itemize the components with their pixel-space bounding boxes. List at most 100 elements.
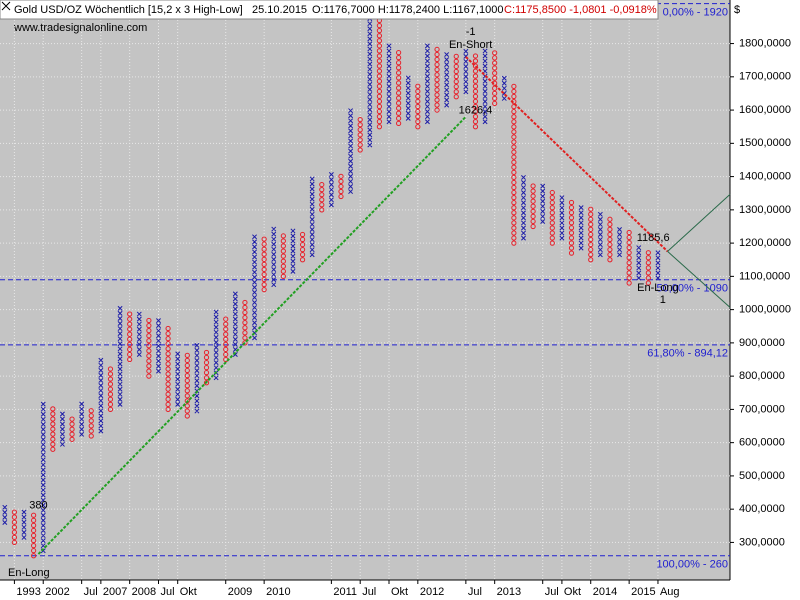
x-column [2, 504, 8, 525]
o-column [357, 117, 363, 153]
x-tick-label: 2012 [420, 586, 444, 598]
o-column [280, 233, 286, 279]
date: 25.10.2015 [252, 4, 307, 16]
o-column [453, 53, 459, 100]
o-column [338, 173, 344, 200]
y-tick-label: 600,0000 [739, 437, 785, 449]
o-column [588, 206, 594, 263]
projection-line [667, 194, 731, 252]
o-column [165, 325, 171, 413]
o-column [107, 366, 114, 412]
o-column [549, 189, 555, 246]
x-column [21, 509, 27, 540]
x-tick-label: Jul [84, 586, 98, 598]
o-column [319, 181, 325, 213]
x-column [367, 11, 373, 148]
x-column [463, 48, 469, 95]
y-tick-label: 1000,0000 [739, 304, 791, 316]
o-column [472, 53, 479, 130]
x-column [405, 75, 411, 121]
o-column [203, 349, 210, 386]
y-tick-label: 1400,0000 [739, 171, 791, 183]
o-column [146, 317, 152, 379]
x-column [617, 226, 623, 258]
x-column [482, 48, 488, 125]
x-column [540, 183, 546, 224]
y-tick-label: 1300,0000 [739, 204, 791, 216]
x-column [290, 228, 296, 274]
o-column [645, 250, 651, 286]
x-tick-label: 1993 [16, 586, 40, 598]
o-column [607, 216, 613, 263]
trend-line [37, 116, 467, 555]
y-tick-label: 500,0000 [739, 470, 785, 482]
y-tick-label: 800,0000 [739, 370, 785, 382]
annotation: En-Long [8, 567, 50, 579]
y-tick-label: 1100,0000 [739, 270, 790, 282]
x-tick-label: 2013 [497, 586, 521, 598]
x-tick-label: 2011 [333, 586, 357, 598]
x-column [578, 205, 584, 251]
projection-line [667, 251, 731, 308]
x-column [271, 226, 277, 288]
x-tick-label: 2002 [45, 586, 69, 598]
y-tick-label: 700,0000 [739, 403, 785, 415]
x-tick-label: Okt [391, 586, 408, 598]
close-icon[interactable] [1, 1, 11, 11]
annotation: En-Long [637, 282, 679, 294]
y-tick-label: 900,0000 [739, 337, 785, 349]
o-column [415, 83, 421, 130]
x-column [156, 318, 161, 374]
annotation: 380 [29, 500, 47, 512]
x-column [636, 245, 642, 281]
y-tick-label: 400,0000 [739, 503, 785, 515]
o-column [396, 50, 402, 126]
x-tick-label: Okt [564, 586, 581, 598]
trend-line [465, 56, 669, 253]
x-column [386, 43, 392, 125]
level-label: 61,80% - 894,12 [647, 348, 728, 360]
o-column [261, 236, 267, 293]
change: C:1175,8500 -1,0801 -0,0918% [504, 4, 657, 16]
currency: $ [734, 4, 740, 16]
level-label: 50,00% - 1090 [656, 283, 728, 295]
plot-background [0, 0, 730, 580]
annotation: 1 [660, 294, 666, 306]
annotation: -1 [466, 26, 476, 38]
o-column [242, 299, 248, 346]
x-tick-label: Jul [468, 586, 482, 598]
x-column [424, 43, 430, 125]
chart-title: Gold USD/OZ Wöchentlich [15,2 x 3 High-L… [14, 4, 243, 16]
o-column [376, 12, 383, 130]
x-tick-label: 2010 [266, 586, 290, 598]
x-tick-label: 2015 [631, 586, 655, 598]
o-column [492, 50, 498, 107]
x-column [348, 108, 354, 195]
x-tick-label: 2007 [103, 586, 127, 598]
o-column [511, 83, 517, 246]
annotation: En-Short [449, 39, 492, 51]
x-column [232, 291, 238, 357]
o-column [11, 509, 18, 546]
x-column [175, 351, 181, 407]
y-tick-label: 1600,0000 [739, 104, 791, 116]
x-tick-label: Jul [362, 586, 376, 598]
x-column [117, 305, 123, 407]
x-tick-label: Aug [660, 586, 680, 598]
o-column [299, 231, 306, 263]
x-column [655, 250, 661, 281]
x-column [40, 401, 46, 554]
x-column [59, 411, 65, 447]
o-column [626, 229, 632, 286]
o-column [50, 406, 56, 452]
x-tick-label: 2008 [132, 586, 156, 598]
x-tick-label: Jul [160, 586, 174, 598]
x-column [559, 195, 565, 241]
o-column [434, 46, 440, 113]
y-tick-label: 1500,0000 [739, 137, 791, 149]
x-column [98, 357, 104, 434]
x-column [79, 401, 85, 437]
level-label: 0,00% - 1920 [663, 7, 728, 19]
